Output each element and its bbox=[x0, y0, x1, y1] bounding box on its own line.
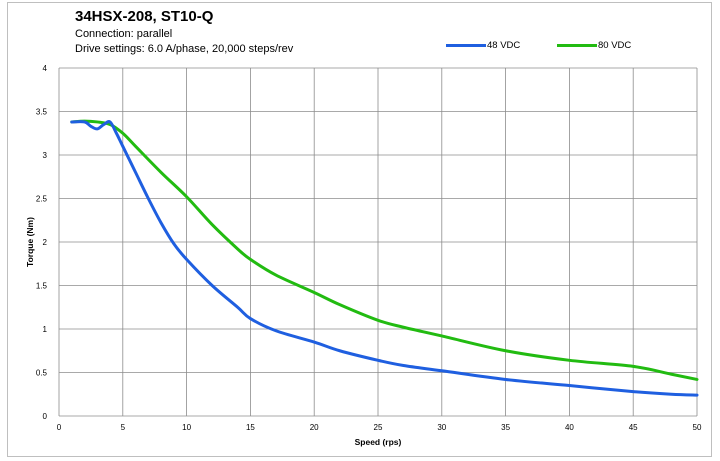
chart-subtitle-drive-settings: Drive settings: 6.0 A/phase, 20,000 step… bbox=[75, 43, 294, 55]
y-tick-label: 2 bbox=[43, 238, 48, 247]
chart-frame bbox=[7, 2, 712, 457]
legend-swatch-48vdc bbox=[446, 44, 486, 47]
x-tick-label: 30 bbox=[437, 423, 446, 432]
legend-label-80vdc: 80 VDC bbox=[598, 40, 632, 51]
x-tick-label: 40 bbox=[565, 423, 574, 432]
y-tick-label: 3.5 bbox=[36, 108, 48, 117]
tick-labels: 00.511.522.533.540 5 10 15 20 25 30 35 40 45 50 bbox=[36, 64, 702, 432]
x-tick-label: 0 bbox=[57, 423, 62, 432]
chart-title: 34HSX-208, ST10-Q bbox=[75, 8, 214, 25]
y-tick-label: 3 bbox=[43, 151, 48, 160]
y-tick-label: 2.5 bbox=[36, 195, 48, 204]
legend-label-48vdc: 48 VDC bbox=[487, 40, 521, 51]
x-tick-label: 15 bbox=[246, 423, 255, 432]
x-tick-label: 25 bbox=[374, 423, 383, 432]
x-tick-label: 10 bbox=[182, 423, 191, 432]
y-tick-label: 1.5 bbox=[36, 282, 48, 291]
legend-item-48vdc: 48 VDC bbox=[446, 40, 520, 51]
series-line-80vdc bbox=[70, 119, 699, 381]
x-tick-label: 20 bbox=[310, 423, 319, 432]
legend-swatch-80vdc bbox=[557, 44, 597, 47]
grid bbox=[58, 67, 698, 417]
series-lines bbox=[70, 119, 699, 397]
x-axis-label: Speed (rps) bbox=[355, 437, 402, 447]
series-line-48vdc bbox=[70, 120, 699, 397]
y-axis-label: Torque (Nm) bbox=[25, 217, 35, 267]
x-tick-label: 45 bbox=[629, 423, 638, 432]
legend-item-80vdc: 80 VDC bbox=[557, 40, 631, 51]
chart-subtitle-connection: Connection: parallel bbox=[75, 28, 173, 40]
y-tick-label: 4 bbox=[43, 64, 48, 73]
x-tick-label: 50 bbox=[693, 423, 702, 432]
y-tick-label: 0 bbox=[43, 412, 48, 421]
y-tick-label: 1 bbox=[43, 325, 48, 334]
x-tick-label: 35 bbox=[501, 423, 510, 432]
y-tick-label: 0.5 bbox=[36, 369, 48, 378]
x-tick-label: 5 bbox=[121, 423, 126, 432]
